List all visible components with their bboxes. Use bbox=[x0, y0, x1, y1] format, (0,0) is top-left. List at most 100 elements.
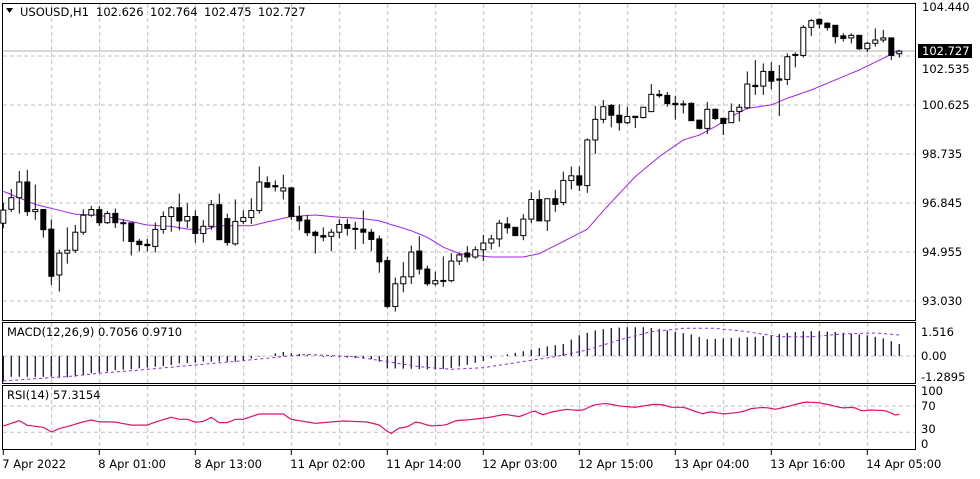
candle bbox=[280, 174, 287, 200]
candle bbox=[696, 119, 703, 130]
bear-candle-body bbox=[664, 94, 671, 105]
bull-candle-body bbox=[592, 118, 599, 141]
bear-candle-body bbox=[424, 268, 431, 285]
candle bbox=[512, 226, 519, 237]
candle bbox=[112, 208, 119, 229]
main-pane[interactable] bbox=[2, 3, 916, 321]
bull-candle-body bbox=[104, 212, 111, 224]
bear-candle-body bbox=[688, 102, 695, 122]
bull-candle-body bbox=[32, 209, 39, 213]
bear-candle-body bbox=[224, 218, 231, 244]
bull-candle-body bbox=[880, 37, 887, 41]
bear-candle-body bbox=[816, 18, 823, 25]
price-tick: 96.845 bbox=[922, 196, 962, 210]
rsi-tick: 30 bbox=[921, 422, 936, 436]
candle bbox=[704, 102, 711, 135]
rsi-tick: 100 bbox=[921, 384, 943, 398]
candle bbox=[584, 138, 591, 193]
bull-candle-body bbox=[480, 242, 487, 251]
candle bbox=[128, 222, 135, 256]
candle bbox=[528, 192, 535, 223]
candle bbox=[16, 170, 23, 214]
bull-candle-body bbox=[232, 220, 239, 245]
candle bbox=[344, 219, 351, 236]
bull-candle-body bbox=[744, 83, 751, 109]
price-tick: 102.535 bbox=[922, 62, 970, 76]
rsi-pane[interactable] bbox=[2, 385, 916, 450]
bull-candle-body bbox=[584, 139, 591, 187]
candle bbox=[224, 213, 231, 246]
bull-candle-body bbox=[640, 106, 647, 119]
candle bbox=[856, 34, 863, 51]
bull-candle-body bbox=[528, 199, 535, 220]
bear-candle-body bbox=[112, 212, 119, 224]
macd-tick: 1.516 bbox=[921, 325, 954, 339]
candle bbox=[200, 220, 207, 243]
bear-candle-body bbox=[720, 117, 727, 124]
bear-candle-body bbox=[272, 185, 279, 188]
price-tick: 104.440 bbox=[922, 0, 970, 14]
macd-pane[interactable] bbox=[2, 322, 916, 384]
bull-candle-body bbox=[432, 280, 439, 285]
candle bbox=[144, 238, 151, 252]
bear-candle-body bbox=[344, 223, 351, 229]
bear-candle-body bbox=[288, 187, 295, 218]
time-label: 14 Apr 05:00 bbox=[866, 457, 941, 471]
bull-candle-body bbox=[248, 210, 255, 219]
candle bbox=[392, 277, 399, 312]
candle bbox=[624, 106, 631, 124]
rsi-tick: 0 bbox=[921, 437, 928, 451]
candle bbox=[8, 188, 15, 212]
grid bbox=[3, 4, 915, 449]
bull-candle-body bbox=[560, 179, 567, 204]
candle bbox=[464, 246, 471, 263]
candle bbox=[104, 210, 111, 224]
bull-candle-body bbox=[896, 50, 903, 55]
bear-candle-body bbox=[264, 182, 271, 188]
candle bbox=[24, 169, 31, 216]
candle bbox=[792, 52, 799, 68]
candle bbox=[48, 219, 55, 286]
bull-candle-body bbox=[456, 254, 463, 262]
bear-candle-body bbox=[192, 216, 199, 235]
candle bbox=[816, 18, 823, 29]
candle bbox=[800, 25, 807, 58]
candle bbox=[720, 117, 727, 136]
candle bbox=[40, 209, 47, 238]
candle bbox=[176, 193, 183, 231]
candle bbox=[424, 265, 431, 286]
bear-candle-body bbox=[48, 228, 55, 277]
bull-candle-body bbox=[864, 42, 871, 50]
bull-candle-body bbox=[8, 197, 15, 210]
candle bbox=[152, 222, 159, 253]
bear-candle-body bbox=[512, 226, 519, 237]
dropdown-triangle-icon[interactable] bbox=[6, 8, 13, 13]
candle bbox=[480, 234, 487, 262]
bull-candle-body bbox=[784, 56, 791, 80]
bear-candle-body bbox=[384, 260, 391, 307]
bear-candle-body bbox=[96, 209, 103, 224]
bear-candle-body bbox=[840, 35, 847, 39]
bull-candle-body bbox=[496, 222, 503, 240]
candle bbox=[32, 184, 39, 220]
bull-candle-body bbox=[760, 70, 767, 87]
bull-candle-body bbox=[440, 279, 447, 282]
bear-candle-body bbox=[176, 207, 183, 222]
bull-candle-body bbox=[568, 175, 575, 181]
candle bbox=[376, 235, 383, 273]
candle bbox=[248, 198, 255, 224]
bull-candle-body bbox=[472, 249, 479, 258]
bull-candle-body bbox=[488, 238, 495, 244]
bear-candle-body bbox=[464, 252, 471, 258]
bull-candle-body bbox=[256, 181, 263, 212]
candle bbox=[472, 246, 479, 259]
bear-candle-body bbox=[368, 231, 375, 240]
candle bbox=[496, 219, 503, 247]
time-label: 7 Apr 2022 bbox=[2, 457, 66, 471]
bull-candle-body bbox=[392, 283, 399, 307]
candle bbox=[552, 189, 559, 212]
candle bbox=[88, 205, 95, 217]
candle bbox=[408, 245, 415, 285]
candle bbox=[216, 193, 223, 241]
